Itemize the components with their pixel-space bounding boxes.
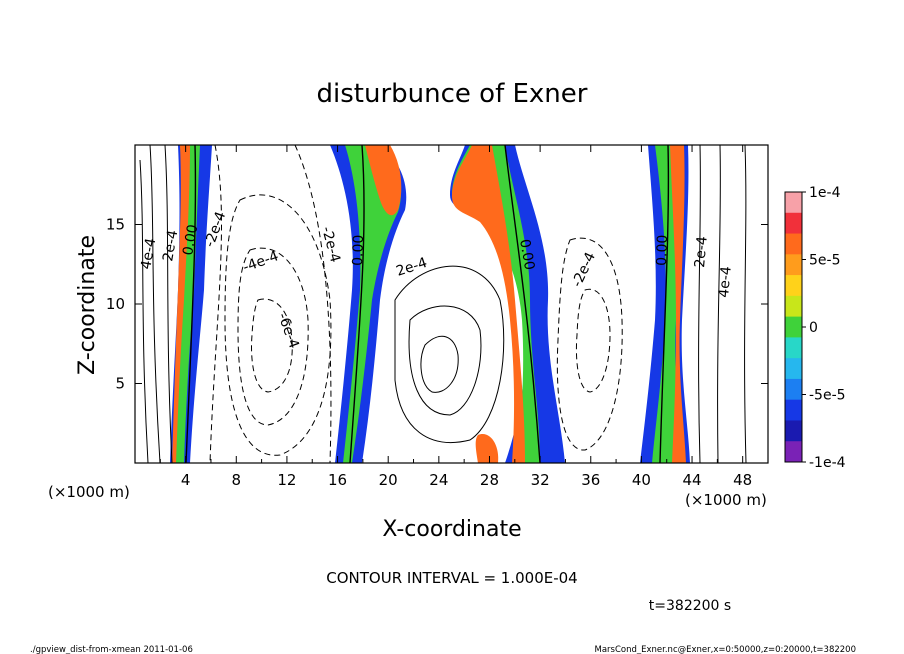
contour-label: 2e-4 (692, 236, 711, 269)
contour-label: 0.00 (516, 238, 537, 271)
x-axis-label: X-coordinate (382, 517, 521, 542)
x-tick-label: 20 (379, 471, 398, 489)
x-unit-right: (×1000 m) (685, 491, 767, 509)
colorbar-swatch (785, 316, 802, 338)
colorbar-swatch (785, 233, 802, 255)
colorbar-tick-label: -5e-5 (809, 388, 846, 404)
x-tick-label: 12 (277, 471, 296, 489)
contour-label: 0.00 (350, 234, 367, 266)
colorbar-tick-label: 0 (809, 320, 818, 336)
x-tick-label: 24 (429, 471, 448, 489)
chart-title: disturbunce of Exner (317, 79, 588, 109)
x-tick-label: 32 (531, 471, 550, 489)
y-axis: 5 10 15 (106, 216, 768, 393)
x-axis: 4 8 12 16 20 24 28 32 36 40 44 48 (159, 145, 752, 489)
colorbar-swatch (785, 192, 802, 214)
contour-label: 4e-4 (138, 237, 159, 271)
x-tick-label: 8 (232, 471, 242, 489)
contour-label: 4e-4 (716, 266, 735, 299)
colorbar (784, 191, 803, 463)
colorbar-tick-label: -1e-4 (809, 455, 846, 471)
colorbar-tick-label: 1e-4 (809, 185, 841, 201)
y-tick-label: 15 (106, 216, 125, 234)
colorbar-swatch (785, 420, 802, 442)
colorbar-swatch (785, 378, 802, 401)
colorbar-swatch (785, 212, 802, 235)
colorbar-swatch (785, 254, 802, 276)
colorbar-swatch (785, 337, 802, 359)
contour-label: 2e-4 (160, 229, 181, 263)
colorbar-swatch (785, 275, 802, 297)
colorbar-tick-label: 5e-5 (809, 253, 840, 269)
x-tick-label: 48 (733, 471, 752, 489)
time-label: t=382200 s (649, 598, 731, 614)
footer-left: ./gpview_dist-from-xmean 2011-01-06 (30, 645, 193, 654)
contour-lines (139, 144, 747, 464)
contour-label: 0.00 (180, 223, 201, 256)
contour-interval: CONTOUR INTERVAL = 1.000E-04 (326, 569, 577, 587)
x-tick-label: 16 (328, 471, 347, 489)
colorbar-swatch (785, 441, 802, 463)
x-tick-label: 40 (632, 471, 651, 489)
colorbar-labels: 1e-4 5e-5 0 -5e-5 -1e-4 (802, 185, 846, 471)
colorbar-swatch (785, 295, 802, 318)
footer-right: MarsCond_Exner.nc@Exner,x=0:50000,z=0:20… (594, 645, 856, 654)
x-tick-label: 44 (682, 471, 701, 489)
y-axis-label: Z-coordinate (75, 235, 100, 375)
colorbar-swatch (785, 358, 802, 380)
y-tick-label: 10 (106, 295, 125, 313)
x-tick-label: 36 (581, 471, 600, 489)
contour-label: 0.00 (654, 234, 671, 266)
contour-lines-negative (209, 144, 623, 464)
y-tick-label: 5 (115, 375, 125, 393)
colorbar-swatch (785, 399, 802, 421)
x-tick-label: 4 (181, 471, 191, 489)
x-unit-left: (×1000 m) (48, 483, 130, 501)
x-tick-label: 28 (480, 471, 499, 489)
